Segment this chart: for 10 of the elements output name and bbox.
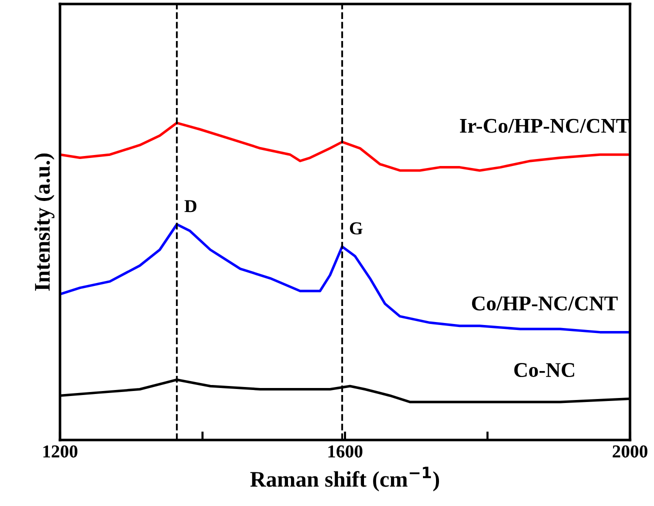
x-axis-title: Raman shift (cm$^{−1}$) [250, 466, 439, 492]
x-tick-label: 2000 [612, 445, 648, 458]
annotation: D [184, 200, 196, 212]
series-label: Ir-Co/HP-NC/CNT [460, 118, 630, 133]
x-tick-label: 1600 [328, 445, 362, 458]
annotation: G [350, 222, 363, 234]
series-label: Co/HP-NC/CNT [472, 296, 618, 310]
y-axis-title: Intensity (a.u.) [34, 154, 54, 291]
series-label: Co-NC [514, 363, 574, 378]
x-tick-label: 1200 [43, 445, 78, 458]
